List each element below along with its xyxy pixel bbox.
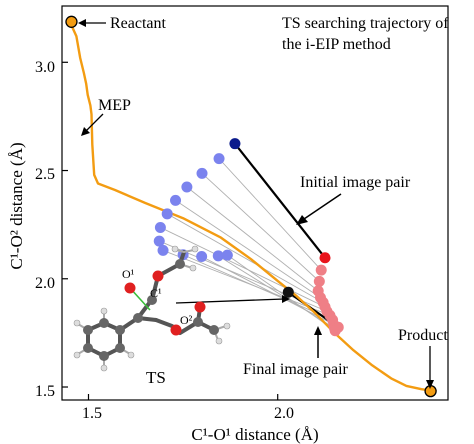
x-tick-label: 1.5 [82, 405, 102, 422]
image-pair-line [162, 249, 331, 316]
y-tick-label: 1.5 [35, 383, 55, 400]
product-arrowhead [426, 380, 434, 389]
product-side-image-point [319, 252, 331, 264]
c1-atom-label: C¹ [150, 286, 162, 300]
image-pair-line [201, 256, 334, 325]
x-axis-label: C¹-O¹ distance (Å) [191, 425, 318, 444]
image-pair-line [218, 255, 335, 329]
y-tick-label: 3.0 [35, 59, 55, 76]
image-pair-line [175, 200, 321, 298]
mep-layer [68, 20, 437, 393]
o2-atom-label: O² [180, 313, 193, 327]
image-pair-line [227, 254, 336, 332]
reactant-side-image-point [170, 194, 182, 206]
axis-ticks [62, 61, 279, 400]
reactant-label: Reactant [110, 15, 167, 32]
reactant-side-image-point [153, 235, 165, 247]
final-pair-arrowhead [314, 326, 322, 335]
reactant-arrowhead [78, 19, 86, 27]
ts-label: TS [146, 368, 166, 387]
product-label: Product [398, 327, 448, 344]
y-tick-label: 2.5 [35, 166, 55, 183]
endpoint-markers [65, 15, 437, 398]
image-pair-points [153, 138, 344, 337]
reactant-side-image-point [282, 286, 294, 298]
reactant-side-image-point [196, 250, 208, 262]
product-side-image-point [332, 321, 344, 333]
reactant-side-image-point [181, 181, 193, 193]
y-axis-label: C¹-O² distance (Å) [7, 142, 26, 269]
mep-line [68, 20, 437, 393]
mep-label: MEP [98, 97, 131, 114]
initial-pair-label: Initial image pair [300, 174, 411, 191]
reactant-side-image-point [196, 167, 208, 179]
image-pair-lines [159, 143, 339, 332]
ts-arrowhead [282, 295, 290, 303]
chart-title-line-2: the i-EIP method [282, 36, 391, 53]
product-side-image-point [313, 275, 325, 287]
plot-frame [61, 5, 449, 401]
image-pair-line-initial [234, 143, 326, 259]
image-pair-line [160, 227, 326, 308]
reactant-marker [65, 15, 78, 28]
x-tick-label: 2.0 [274, 405, 294, 422]
mep-arrowhead [81, 127, 90, 136]
reactant-side-image-point [154, 221, 166, 233]
reactant-side-image-point [212, 250, 224, 262]
o1-atom-label: O¹ [122, 267, 135, 281]
final-pair-label: Final image pair [243, 361, 349, 378]
ts-molecule-illustration [73, 245, 231, 372]
reactant-side-image-point [229, 138, 241, 150]
image-pair-line [201, 173, 320, 282]
reactant-side-image-point [161, 208, 173, 220]
reactant-side-image-point [213, 153, 225, 165]
y-tick-label: 2.0 [35, 275, 55, 292]
product-side-image-point [315, 264, 327, 276]
image-pair-line [182, 254, 333, 321]
reactant-side-image-point [157, 244, 169, 256]
image-pair-line [218, 158, 322, 271]
initial-pair-arrow [303, 193, 342, 220]
reactant-side-image-point [221, 249, 233, 261]
ts-arrow [175, 298, 285, 304]
initial-pair-arrowhead [296, 215, 308, 225]
image-pair-line [166, 213, 324, 303]
chart-title-line-1: TS searching trajectory of [282, 15, 449, 32]
image-pair-line [186, 186, 319, 292]
mep-arrow [85, 113, 104, 132]
